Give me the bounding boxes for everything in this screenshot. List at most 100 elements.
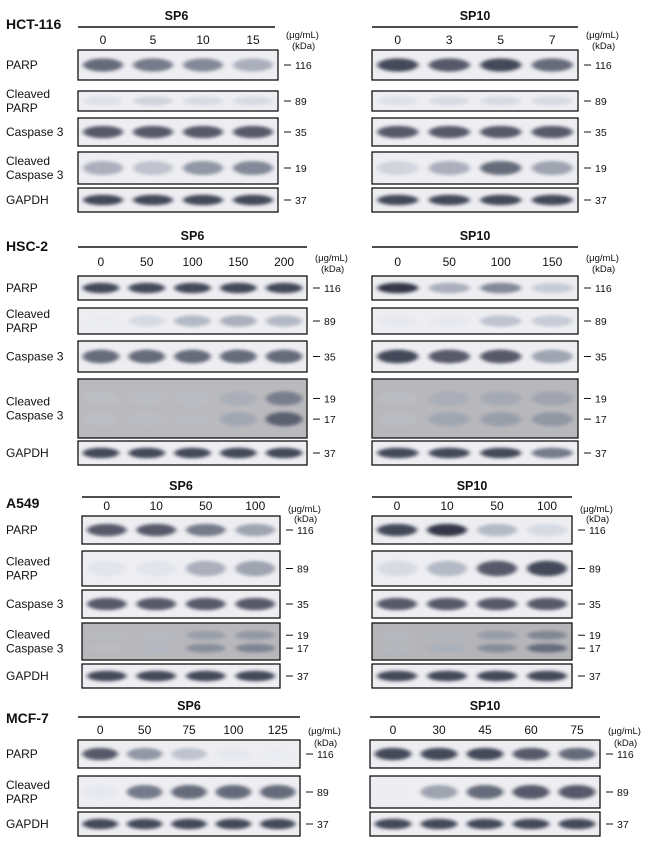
protein-band (86, 523, 127, 537)
dose-label: 10 (196, 33, 210, 47)
blot-row: 37 (371, 187, 607, 213)
kda-marker: 116 (297, 525, 314, 537)
protein-band (512, 784, 550, 800)
kda-marker: 89 (297, 564, 309, 576)
protein-band (377, 670, 417, 682)
protein-band (265, 282, 303, 294)
protein-band (512, 747, 550, 761)
dose-label: 60 (524, 723, 538, 737)
blot-frame (77, 378, 308, 439)
protein-band (480, 282, 522, 294)
protein-band (183, 160, 223, 176)
row-label: Cleaved (6, 87, 50, 101)
drug-label: SP10 (457, 479, 488, 493)
protein-band (377, 560, 417, 577)
protein-band (128, 447, 166, 459)
blot-frame (371, 622, 573, 661)
protein-band (86, 643, 127, 653)
kda-marker: 89 (295, 96, 307, 108)
protein-band (527, 560, 567, 577)
protein-band (83, 160, 123, 176)
protein-band (480, 58, 522, 72)
blot-row: 89 (371, 307, 607, 335)
protein-band (480, 412, 522, 427)
row-label: Cleaved (6, 628, 50, 642)
protein-band (428, 282, 470, 294)
protein-band (133, 96, 173, 106)
kda-header: (kDa) (614, 738, 637, 749)
protein-band (82, 391, 120, 406)
drug-label: SP6 (169, 479, 193, 493)
kda-marker: 37 (595, 195, 607, 207)
protein-band (265, 447, 303, 459)
protein-band (265, 391, 303, 406)
protein-band (219, 391, 257, 406)
protein-band (265, 349, 303, 364)
protein-band (83, 96, 123, 106)
drug-label: SP6 (165, 9, 189, 23)
blot-row: 89 (369, 775, 629, 809)
treatment-sp6: SP6 0 5 10 15 (μg/mL)(kDa) 116 89 35 19 37 (77, 9, 319, 213)
protein-band (531, 412, 573, 427)
blot-row: 116 (81, 515, 314, 545)
protein-band (128, 315, 166, 327)
protein-band (185, 630, 226, 640)
kda-marker: 35 (295, 127, 307, 139)
protein-band (377, 125, 419, 139)
protein-band (428, 96, 470, 106)
kda-marker: 116 (617, 749, 634, 761)
protein-band (83, 194, 123, 206)
blot-frame (371, 90, 579, 112)
dose-label: 50 (199, 499, 213, 513)
protein-band (171, 747, 207, 761)
kda-marker: 89 (617, 787, 629, 799)
protein-band (428, 391, 470, 406)
kda-marker: 19 (295, 163, 307, 175)
blot-row: 35 (77, 117, 307, 147)
dose-label: 45 (478, 723, 492, 737)
row-label: PARP (6, 792, 38, 806)
row-label: PARP (6, 101, 38, 115)
dose-label: 50 (138, 723, 152, 737)
protein-band (477, 630, 517, 640)
unit-label: (μg/mL) (286, 30, 319, 41)
dose-label: 10 (440, 499, 454, 513)
row-label: Caspase 3 (6, 597, 64, 611)
blot-row: 35 (371, 589, 601, 619)
protein-band (83, 125, 123, 139)
kda-marker: 19 (595, 393, 607, 405)
dose-label: 30 (432, 723, 446, 737)
kda-header: (kDa) (294, 514, 317, 525)
protein-band (480, 160, 522, 176)
protein-band (428, 160, 470, 176)
protein-band (126, 747, 163, 761)
kda-header: (kDa) (592, 41, 615, 52)
protein-band (377, 630, 417, 640)
blot-row: 116 (77, 739, 334, 769)
protein-band (377, 523, 417, 537)
protein-band (428, 447, 470, 459)
protein-band (215, 784, 252, 800)
protein-band (527, 643, 567, 653)
kda-marker: 89 (317, 787, 329, 799)
drug-label: SP10 (460, 9, 491, 23)
protein-band (428, 315, 470, 327)
protein-band (531, 96, 573, 106)
kda-marker: 89 (324, 316, 336, 328)
cell-line-label: HSC-2 (6, 238, 48, 254)
dose-label: 0 (394, 33, 401, 47)
blot-row: 37 (77, 811, 329, 837)
blot-row: 35 (371, 117, 607, 147)
kda-marker: 37 (617, 819, 629, 831)
cell-line-label: HCT-116 (6, 16, 61, 32)
protein-band (185, 560, 226, 577)
kda-marker: 17 (589, 643, 601, 655)
row-label: Cleaved (6, 778, 50, 792)
treatment-sp6: SP6 0 50 75 100 125 (μg/mL)(kDa)116 89 37 (77, 699, 341, 837)
